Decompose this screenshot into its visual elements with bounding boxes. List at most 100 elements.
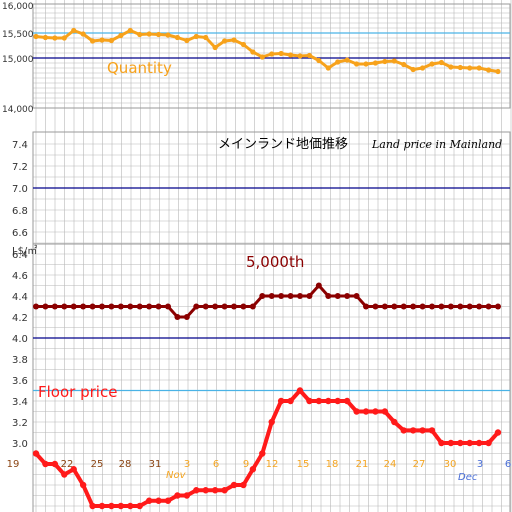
quantity-series-line xyxy=(35,29,499,73)
y-tick-label: 3.6 xyxy=(12,376,28,387)
series-5000th-point xyxy=(174,314,181,320)
quantity-series-point xyxy=(278,50,284,57)
x-tick-label: 15 xyxy=(297,459,310,470)
series-5000th-line xyxy=(36,284,498,319)
series-5000th-point xyxy=(70,303,77,310)
series-floor-price-line xyxy=(34,388,500,508)
quantity-series-point xyxy=(287,52,294,58)
series-floor-price-point xyxy=(145,497,153,504)
series-floor-price-point xyxy=(391,418,398,426)
quantity-series-point xyxy=(353,61,360,67)
x-tick-labels: 19 22 25 28 31 3 6 9 12 15 18 21 24 27 30 3 6 xyxy=(7,459,512,470)
y-tick-label: 4.2 xyxy=(12,313,28,324)
series-5000th-point xyxy=(485,303,492,310)
x-tick-label: 27 xyxy=(413,459,426,470)
series-floor-price-point xyxy=(108,502,115,510)
y-tick-label: 4.4 xyxy=(12,292,28,303)
y-tick-label: 7.4 xyxy=(12,140,28,151)
series-floor-price-point xyxy=(32,450,40,457)
quantity-panel-border xyxy=(32,3,511,109)
quantity-series-point xyxy=(372,60,379,66)
y-tick-label: 7.0 xyxy=(12,184,28,195)
y-tick-label: 6.4 xyxy=(12,250,28,261)
series-floor-price-point xyxy=(259,450,266,457)
quantity-series-point xyxy=(363,61,369,67)
quantity-series-point xyxy=(476,65,482,71)
quantity-series-point xyxy=(165,32,171,38)
x-tick-label: 28 xyxy=(119,459,132,470)
series-5000th-point xyxy=(42,303,49,310)
quantity-series-point xyxy=(52,35,58,41)
quantity-series-point xyxy=(184,37,190,44)
series-5000th-point xyxy=(391,303,398,310)
series-floor-price-point xyxy=(221,487,228,494)
month-label-dec: Dec xyxy=(458,472,478,483)
series-5000th-point xyxy=(240,303,247,310)
series-floor-price-point xyxy=(457,439,464,447)
series-5000th-point xyxy=(410,303,417,310)
series-5000th-point xyxy=(419,303,426,310)
series-floor-price-point xyxy=(409,427,417,434)
series-5000th-point xyxy=(447,303,454,310)
series-floor-price-point xyxy=(325,397,332,405)
x-tick-label: 25 xyxy=(91,459,104,470)
series-5000th-point xyxy=(315,282,322,289)
quantity-series-point xyxy=(391,58,397,64)
quantity-series-point xyxy=(240,41,247,48)
series-label-floor-price: Floor price xyxy=(38,383,117,401)
series-floor-price-point xyxy=(249,466,257,473)
series-5000th-point xyxy=(212,303,219,310)
series-5000th-point xyxy=(297,293,303,299)
series-5000th-point xyxy=(287,293,294,299)
quantity-series-point xyxy=(382,58,388,65)
series-floor-price-point xyxy=(400,427,407,434)
y-tick-label: 15,000 xyxy=(2,55,34,65)
x-tick-label: 18 xyxy=(326,459,339,470)
series-5000th-point xyxy=(89,303,96,310)
y-tick-label: 16,000 xyxy=(2,2,34,12)
quantity-series-point xyxy=(42,34,49,41)
series-5000th-point xyxy=(334,293,341,299)
series-5000th-point xyxy=(202,303,209,310)
series-5000th-point xyxy=(146,303,153,310)
series-5000th-point xyxy=(466,303,473,310)
quantity-series-point xyxy=(467,65,473,71)
y-tick-label: 3.0 xyxy=(12,439,28,450)
series-5000th-point xyxy=(457,303,464,310)
chart-title: メインランド地価推移 xyxy=(218,137,348,152)
chart-subtitle: Land price in Mainland xyxy=(371,138,502,151)
series-5000th-point xyxy=(61,303,68,310)
quantity-series-point xyxy=(457,64,463,71)
quantity-series-point xyxy=(80,31,86,37)
series-5000th-point xyxy=(193,303,200,310)
quantity-series-point xyxy=(61,35,67,41)
y-tick-label: 3.4 xyxy=(12,397,28,408)
series-floor-price-point xyxy=(277,397,285,405)
quantity-series-point xyxy=(155,31,162,38)
series-floor-price-point xyxy=(466,439,473,447)
quantity-series-point xyxy=(419,65,426,71)
series-5000th-point xyxy=(476,303,483,310)
series-label-5000th: 5,000th xyxy=(246,253,304,271)
series-floor-price-point xyxy=(211,487,219,494)
quantity-series-point xyxy=(212,44,218,51)
quantity-series-point xyxy=(250,49,256,55)
series-floor-price-point xyxy=(174,492,181,499)
x-tick-label: 12 xyxy=(266,459,279,470)
quantity-series-point xyxy=(127,27,133,34)
series-floor-price-point xyxy=(353,408,360,415)
x-tick-label: 24 xyxy=(384,459,397,470)
series-floor-price-point xyxy=(372,408,379,415)
y-tick-label: 3.8 xyxy=(12,355,28,366)
series-5000th-point xyxy=(108,303,115,310)
quantity-series-point xyxy=(335,59,341,65)
quantity-series-point xyxy=(306,52,313,59)
quantity-series-point xyxy=(174,34,181,41)
series-floor-price-point xyxy=(494,429,502,436)
series-5000th-point xyxy=(400,303,407,310)
series-floor-price-point xyxy=(79,481,87,489)
quantity-series-point xyxy=(438,59,445,66)
series-5000th-point xyxy=(183,314,190,320)
